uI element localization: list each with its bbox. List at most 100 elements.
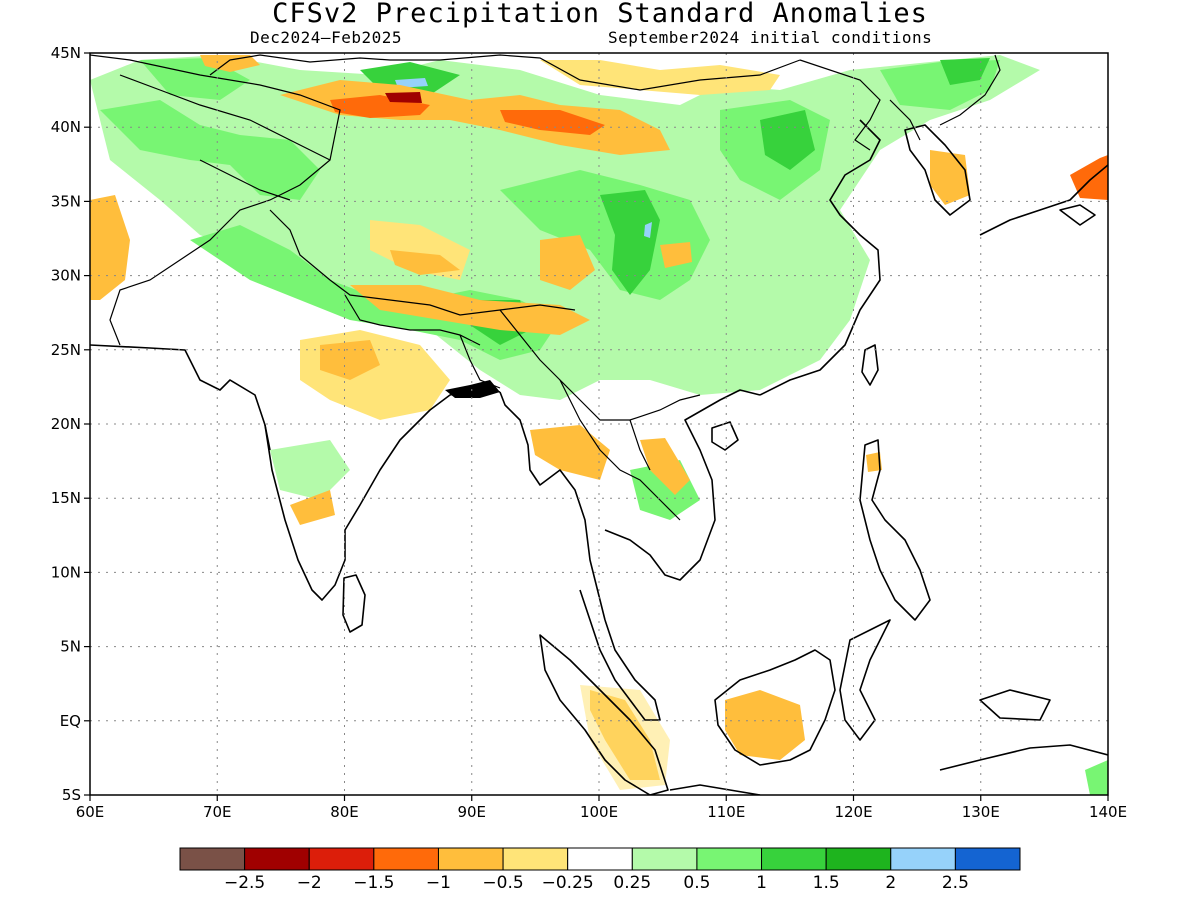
colorbar-label: −0.25 [542,873,594,893]
border [499,309,701,421]
y-tick-label: 35N [51,192,81,210]
anomaly-region [385,92,422,103]
y-tick-label: 40N [51,118,81,136]
anomaly-region [660,242,692,268]
coastline [979,164,1108,236]
chart-title: CFSv2 Precipitation Standard Anomalies [272,0,928,29]
coastline [342,574,366,633]
coastline [939,744,1108,771]
x-tick-label: 130E [962,803,1000,821]
colorbar-label: 2 [885,873,896,893]
anomaly-region [190,225,560,360]
coastline [759,119,881,396]
colorbar-label: −1.5 [353,873,394,893]
border [199,159,291,201]
anomaly-region [580,685,670,790]
coastlines [90,119,1108,795]
coastline [861,344,879,386]
coastline [90,344,271,451]
x-tick-label: 60E [76,803,105,821]
x-tick-label: 100E [580,803,618,821]
colorbar: −2.5 −2 −1.5 −1 −0.5 −0.25 0.25 0.5 1 1.5 2 2.5 [179,847,1021,893]
colorbar-label: 2.5 [942,873,969,893]
x-tick-label: 140E [1089,803,1127,821]
forecast-period: Dec2024–Feb2025 [250,28,402,47]
anomaly-region [1070,155,1108,200]
border [90,54,341,346]
y-tick-label: 5S [62,786,81,804]
coastline [669,784,761,795]
colorbar-label: 1 [756,873,767,893]
border [559,379,681,521]
y-axis: 45N 40N 35N 30N 25N 20N 15N 10N 5N EQ 5S [51,44,90,804]
x-axis: 60E 70E 80E 90E 100E 110E 120E 130E 140E [76,795,1127,821]
anomaly-region [600,190,660,295]
y-tick-label: 45N [51,44,81,62]
anomaly-region [290,490,335,525]
anomaly-region [395,78,428,88]
x-tick-label: 90E [457,803,486,821]
coastline [499,391,606,621]
initial-conditions: September2024 initial conditions [608,28,933,47]
colorbar-swatch [890,847,956,871]
delta-landmass [445,380,500,398]
anomaly-region [100,100,320,200]
colorbar-swatch [696,847,763,871]
coastline [579,589,661,721]
coastline [711,421,739,451]
x-tick-label: 80E [330,803,359,821]
border [939,54,1001,126]
x-tick-label: 70E [203,803,232,821]
y-tick-label: EQ [60,712,81,730]
coastline [714,649,836,766]
anomaly-region [540,60,780,95]
colorbar-label: −2 [297,873,322,893]
border [269,209,576,316]
anomaly-region [540,235,595,290]
anomaly-region [644,222,652,238]
anomaly-region [390,250,460,275]
colorbar-swatch [437,847,504,871]
anomaly-region [725,690,805,760]
colorbar-label: −2.5 [224,873,265,893]
border [889,99,921,141]
anomaly-region [500,170,710,300]
anomaly-region [270,440,350,500]
colorbar-label: −0.5 [482,873,523,893]
colorbar-label: −1 [426,873,451,893]
coastline [264,387,501,601]
anomaly-region [500,110,605,135]
anomaly-region [350,285,590,335]
border [119,74,331,161]
colorbar-swatch [179,847,246,871]
coastline [604,389,761,581]
anomaly-region [1085,760,1108,795]
anomaly-region [940,58,990,85]
x-tick-label: 110E [707,803,745,821]
coastline [1059,204,1096,226]
x-tick-label: 120E [834,803,872,821]
anomaly-region [866,452,882,472]
border [629,419,651,471]
border [799,59,881,151]
colorbar-swatch [567,847,633,871]
anomaly-field [90,55,1108,795]
colorbar-swatch [308,847,375,871]
anomaly-region [200,55,260,72]
coastline [839,619,891,741]
colorbar-label: 0.25 [613,873,651,893]
colorbar-swatch [631,847,698,871]
colorbar-label: 1.5 [813,873,840,893]
borders [90,54,1001,521]
colorbar-swatch [244,847,310,871]
colorbar-swatch [825,847,892,871]
coastline [539,634,669,795]
anomaly-region [90,195,130,300]
anomaly-region [640,438,690,495]
colorbar-swatch [502,847,569,871]
y-tick-label: 5N [60,638,81,656]
y-tick-label: 30N [51,267,81,285]
coastline [859,439,931,621]
colorbar-swatch [954,847,1021,871]
